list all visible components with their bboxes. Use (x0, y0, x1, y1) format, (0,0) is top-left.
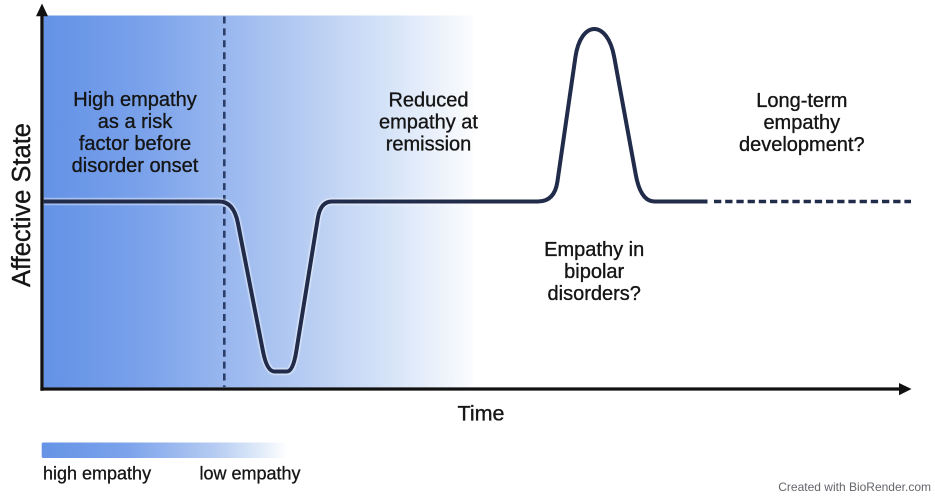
svg-text:Reduced: Reduced (388, 90, 468, 112)
svg-text:low empathy: low empathy (200, 464, 301, 484)
svg-text:factor before: factor before (79, 133, 191, 155)
svg-text:High empathy: High empathy (73, 89, 196, 111)
svg-text:Affective State: Affective State (8, 123, 36, 287)
svg-text:Long-term: Long-term (756, 90, 847, 112)
svg-text:remission: remission (386, 134, 472, 156)
svg-text:development?: development? (739, 134, 865, 156)
svg-text:empathy: empathy (763, 112, 840, 134)
svg-text:as a risk: as a risk (98, 111, 173, 133)
svg-text:disorders?: disorders? (548, 283, 641, 305)
svg-text:high empathy: high empathy (43, 464, 151, 484)
svg-text:bipolar: bipolar (564, 261, 624, 283)
svg-text:Empathy in: Empathy in (544, 239, 644, 261)
svg-text:empathy at: empathy at (379, 112, 478, 134)
svg-text:Time: Time (458, 401, 505, 425)
svg-text:Created with BioRender.com: Created with BioRender.com (778, 480, 931, 494)
svg-text:disorder onset: disorder onset (72, 155, 199, 177)
